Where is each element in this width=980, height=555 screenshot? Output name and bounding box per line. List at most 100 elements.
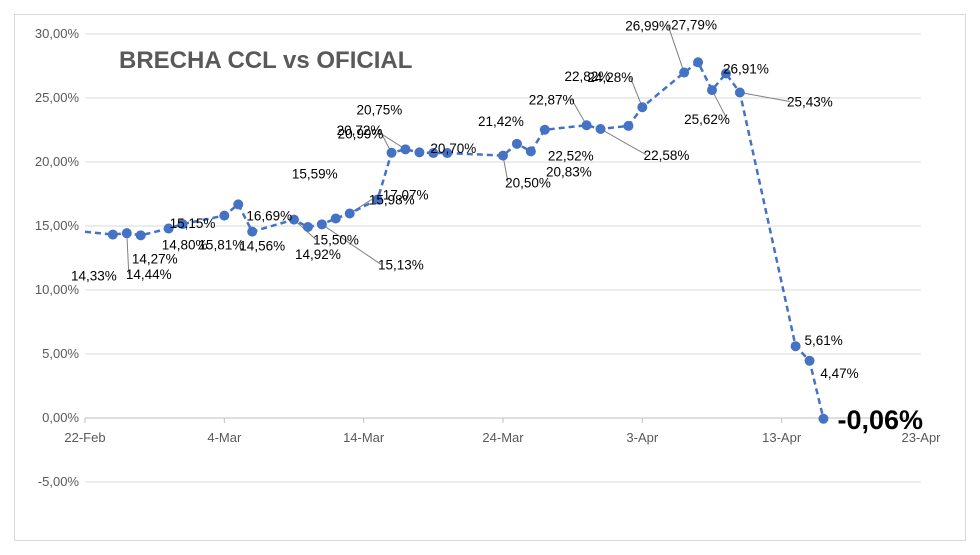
data-point — [302, 222, 313, 233]
data-point — [316, 219, 327, 230]
y-tick-label: 20,00% — [35, 154, 80, 169]
y-tick-label: 15,00% — [35, 218, 80, 233]
data-label: 20,50% — [505, 176, 551, 191]
data-point — [330, 213, 341, 224]
data-point — [498, 150, 508, 161]
data-label: 14,92% — [295, 247, 341, 262]
gridlines — [85, 33, 921, 483]
data-point — [442, 148, 453, 159]
data-label: 26,91% — [723, 62, 769, 77]
data-label: 24,28% — [587, 70, 633, 85]
data-point — [818, 413, 829, 424]
y-tick-label: 10,00% — [35, 282, 80, 297]
data-label: 15,59% — [292, 166, 338, 181]
data-label: 22,58% — [644, 148, 690, 163]
data-label: 20,83% — [546, 164, 592, 179]
data-point — [790, 341, 801, 352]
data-point — [233, 199, 244, 210]
series-line-layer — [84, 60, 825, 420]
leader-line — [126, 233, 130, 275]
x-tick-label: 23-Apr — [901, 430, 941, 445]
data-label: 22,82% — [565, 69, 611, 84]
x-tick-label: 22-Feb — [64, 430, 105, 445]
data-label: 15,81% — [198, 238, 244, 253]
data-point — [386, 147, 397, 158]
x-tick-label: 14-Mar — [343, 430, 385, 445]
data-point — [637, 102, 648, 113]
data-point — [372, 194, 383, 205]
data-point — [525, 146, 536, 157]
data-label: -0,06% — [837, 405, 923, 435]
data-label: 27,79% — [671, 17, 717, 32]
data-point — [344, 208, 355, 219]
leader-line — [600, 128, 647, 156]
data-label: 15,15% — [170, 216, 216, 231]
data-point — [707, 85, 717, 96]
data-label: 5,61% — [804, 333, 842, 348]
data-point — [720, 68, 731, 79]
data-point — [219, 210, 230, 221]
axes: -5,00% 0,00% 5,00% 10,00% 15,00% 20,00% 25,00%… — [35, 26, 941, 489]
data-label: 20,70% — [430, 141, 476, 156]
data-point — [428, 148, 439, 159]
y-tick-label: 5,00% — [42, 346, 79, 361]
data-point — [400, 144, 411, 155]
series-line — [84, 60, 825, 420]
data-label: 20,72% — [337, 123, 383, 138]
data-label: 16,69% — [246, 208, 292, 223]
data-points — [107, 57, 829, 424]
data-point — [511, 138, 522, 149]
leader-line — [571, 99, 588, 126]
data-label: 4,47% — [820, 366, 858, 381]
data-label: 14,27% — [132, 251, 178, 266]
y-tick-label: 0,00% — [42, 410, 79, 425]
data-label: 14,33% — [71, 269, 117, 284]
data-point — [734, 87, 745, 98]
data-point — [679, 67, 690, 78]
data-label: 20,75% — [357, 102, 403, 117]
x-tick-label: 24-Mar — [482, 430, 524, 445]
data-label: 14,44% — [126, 267, 172, 282]
data-point — [693, 57, 704, 68]
chart-title: BRECHA CCL vs OFICIAL — [119, 47, 412, 74]
x-tick-label: 13-Apr — [762, 430, 802, 445]
chart-frame: -5,00% 0,00% 5,00% 10,00% 15,00% 20,00% 25,00%… — [14, 14, 966, 541]
data-point — [595, 123, 606, 134]
data-label: 14,56% — [239, 239, 285, 254]
data-point — [177, 219, 188, 230]
data-label: 26,99% — [625, 19, 671, 34]
data-point — [121, 228, 132, 239]
data-point — [804, 355, 815, 366]
data-labels: 14,33% 14,44%14,27%14,80% 15,15% 15,81%16,6… — [71, 17, 923, 434]
x-tick-label: 4-Mar — [207, 430, 242, 445]
y-tick-label: -5,00% — [38, 474, 80, 489]
line-chart: -5,00% 0,00% 5,00% 10,00% 15,00% 20,00% 25,00%… — [35, 17, 941, 489]
leader-line — [321, 223, 382, 265]
data-label: 22,87% — [529, 92, 575, 107]
data-point — [163, 223, 174, 234]
x-tick-label: 3-Apr — [626, 430, 658, 445]
data-point — [107, 229, 118, 240]
data-label: 15,50% — [313, 233, 359, 248]
leader-line — [667, 25, 685, 73]
leader-line — [711, 89, 728, 120]
data-point — [414, 147, 425, 158]
y-tick-label: 30,00% — [35, 26, 80, 41]
data-point — [539, 124, 550, 135]
leader-line — [629, 77, 643, 108]
data-label: 21,42% — [478, 114, 524, 129]
leader-line — [739, 92, 790, 102]
data-point — [289, 214, 299, 225]
data-point — [247, 226, 258, 237]
data-label: 20,99% — [338, 126, 384, 141]
data-label: 15,98% — [369, 192, 415, 207]
y-tick-label: 25,00% — [35, 90, 80, 105]
data-label: 25,43% — [787, 94, 833, 109]
data-label: 14,80% — [162, 238, 208, 253]
data-label: 15,13% — [378, 257, 424, 272]
data-point — [581, 120, 592, 131]
data-label: 22,52% — [548, 149, 594, 164]
data-label: 17,07% — [383, 188, 429, 203]
data-label: 25,62% — [684, 112, 730, 127]
data-point — [623, 120, 634, 131]
